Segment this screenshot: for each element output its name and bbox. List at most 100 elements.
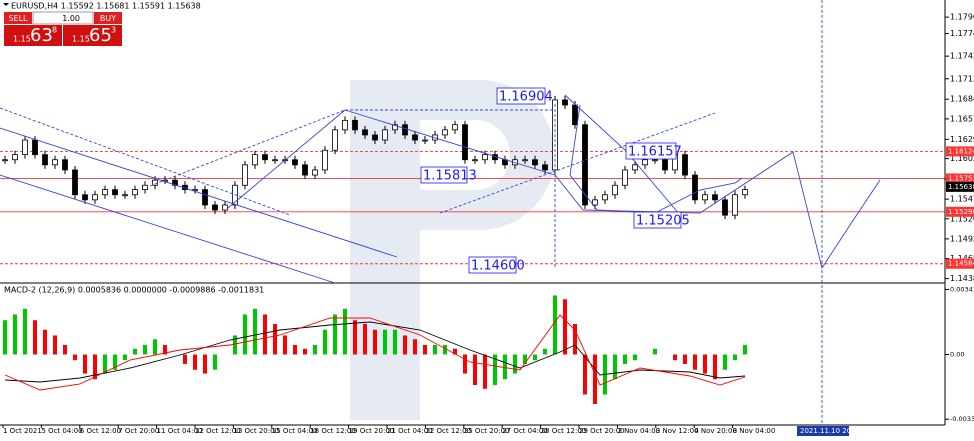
candle-body [732,194,738,216]
cursor-time-tag [797,426,849,436]
macd-bar [723,354,727,370]
candle-body [562,99,568,106]
macd-bar [703,354,707,374]
candle-body [22,139,28,156]
x-tick-label: 25 Oct 20:00 [464,427,510,435]
y-tick-label: 1.16290 [950,135,974,144]
candle-body [62,159,68,171]
level-label: 1.14584 [948,260,974,268]
buy-prefix: 1.15 [72,35,90,44]
annotation-box [468,256,517,274]
annotations: 1.16904 1.15813 1.16157 1.15205 1.14600 [420,87,690,274]
macd-bar [13,314,17,355]
macd-bar [553,295,557,355]
buy-big: 65 [89,25,112,46]
macd-bar [573,324,577,355]
macd-bar [123,354,127,361]
candle-body [122,194,128,197]
sell-price-box[interactable] [4,25,62,46]
candle-body [702,194,708,201]
y-tick-label: 1.16025 [950,154,974,163]
macd-bar [393,329,397,355]
level-label: 1.16124 [948,147,974,155]
macd-bar [33,320,37,355]
candle-body [132,189,138,196]
macd-bar [313,344,317,355]
y-tick-label: 1.17430 [950,52,974,61]
macd-bar [523,354,527,365]
sell-prefix: 1.15 [13,35,31,44]
macd-bar [183,354,187,365]
x-tick-label: 8 Nov 04:00 [733,427,776,435]
macd-bar [43,329,47,355]
macd-bar [193,354,197,370]
y-tick-label: 1.14380 [950,274,974,283]
x-tick-label: 22 Oct 12:00 [425,427,471,435]
macd-bar [533,354,537,361]
level-tag [946,258,974,269]
level-label: 1.15753 [948,174,974,182]
x-tick-label: 29 Oct 20:00 [579,427,625,435]
annotation-label: 1.16904 [499,90,553,105]
current-price-tag [946,181,974,192]
macd-bar [483,354,487,389]
macd-bar [53,335,57,355]
macd-bar [163,344,167,355]
y-tick-label: 1.17965 [950,13,974,22]
sell-button[interactable] [4,12,32,24]
candle-body [322,149,328,171]
collapse-icon[interactable] [3,3,9,6]
candle-body [292,159,298,166]
macd-bar [383,329,387,355]
candle-body [262,154,268,161]
macd-bar [213,354,217,370]
x-tick-label: 4 Nov 20:00 [694,427,737,435]
macd-bar [443,344,447,355]
macd-bar [563,299,567,355]
candle-body [52,159,58,166]
candle-body [222,204,228,211]
x-tick-label: 28 Oct 12:00 [541,427,587,435]
buy-button[interactable] [94,12,122,24]
x-tick-label: 1 Oct 2021 [3,427,42,435]
candle-body [532,159,538,166]
macd-bar [303,348,307,355]
annotation-box [633,211,682,229]
candle-body [662,159,668,171]
candle-body [2,159,8,162]
candle-body [482,154,488,161]
candle-body [692,174,698,201]
candle-body [212,204,218,211]
macd-bar [513,354,517,374]
candle-body [32,139,38,156]
macd-bar [333,314,337,355]
y-tick-label: 1.14655 [950,254,974,263]
macd-bar [613,354,617,380]
candle-body [362,129,368,136]
macd-lines [4,314,746,391]
macd-bar [653,348,657,355]
x-tick-label: 13 Oct 20:00 [233,427,279,435]
candle-body [722,199,728,216]
candle-body [612,184,618,196]
current-price-label: 1.15638 [948,183,974,191]
annotation-box [496,87,546,105]
x-tick-label: 11 Oct 04:00 [157,427,203,435]
candle-body [382,129,388,141]
candle-body [742,189,748,196]
y-tick-label: 1.15470 [950,195,974,204]
candle-body [652,159,658,162]
macd-bar [433,344,437,355]
buy-price-box[interactable] [63,25,122,46]
macd-bar [113,354,117,370]
macd-bar [633,354,637,361]
macd-bar [503,354,507,380]
candle-body [392,124,398,131]
macd-bar [63,344,67,355]
macd-bar [463,354,467,374]
macd-bar [253,308,257,355]
candle-body [412,134,418,141]
candle-body [402,124,408,136]
macd-bar [743,344,747,355]
lot-field[interactable] [32,11,94,25]
